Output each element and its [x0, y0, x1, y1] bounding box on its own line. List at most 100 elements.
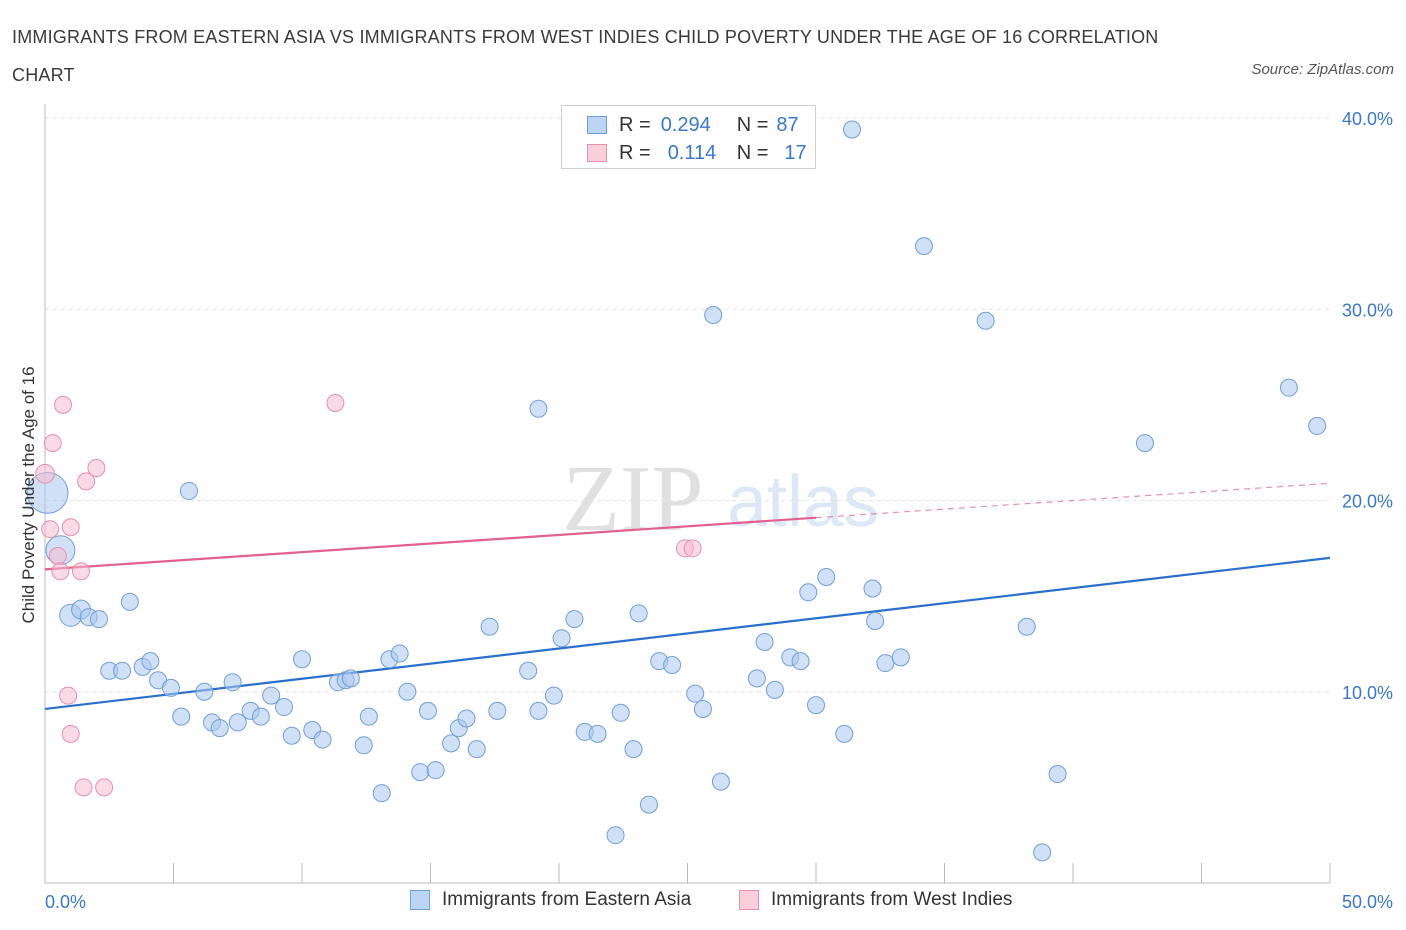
- eastern-asia-point: [488, 701, 507, 720]
- eastern-asia-swatch: [587, 116, 607, 134]
- west-indies-point: [71, 562, 90, 581]
- eastern-asia-trend-line: [44, 556, 1331, 711]
- eastern-asia-point: [747, 669, 766, 688]
- eastern-asia-point: [663, 655, 682, 674]
- eastern-asia-point: [223, 673, 242, 692]
- eastern-asia-point: [565, 610, 584, 629]
- west-indies-point: [48, 546, 67, 565]
- eastern-asia-point: [141, 652, 160, 671]
- x-tick-label: 50.0%: [1342, 892, 1393, 912]
- eastern-asia-point: [282, 726, 301, 745]
- west-indies-point: [87, 458, 106, 477]
- eastern-asia-point: [876, 654, 895, 673]
- watermark-atlas: atlas: [727, 462, 879, 542]
- eastern-asia-point: [390, 644, 409, 663]
- eastern-asia-point: [195, 682, 214, 701]
- grid-lines: [45, 117, 1330, 693]
- y-tick-label: 10.0%: [1342, 683, 1393, 703]
- y-axis-label: Child Poverty Under the Age of 16: [19, 366, 38, 623]
- west-indies-point: [41, 520, 60, 539]
- eastern-asia-point: [161, 678, 180, 697]
- west-indies-point: [61, 724, 80, 743]
- watermark: ZIP atlas: [563, 447, 880, 551]
- eastern-asia-point: [765, 680, 784, 699]
- trend-lines: [44, 482, 1331, 711]
- west-indies-point: [95, 778, 114, 797]
- r-value: 0.114: [667, 141, 717, 164]
- eastern-asia-point: [863, 579, 882, 598]
- west-indies-legend-swatch: [739, 890, 759, 910]
- y-tick-label: 20.0%: [1342, 492, 1393, 512]
- eastern-asia-point: [891, 648, 910, 667]
- eastern-asia-point: [629, 604, 648, 623]
- eastern-asia-point: [976, 311, 995, 330]
- eastern-asia-point: [313, 730, 332, 749]
- eastern-asia-point: [372, 784, 391, 803]
- eastern-asia-point: [467, 740, 486, 759]
- west-indies-point: [53, 395, 72, 414]
- eastern-asia-point: [606, 826, 625, 845]
- r-label: R =: [619, 141, 651, 164]
- eastern-asia-point: [89, 610, 108, 629]
- eastern-asia-point: [529, 701, 548, 720]
- eastern-asia-point: [275, 698, 294, 717]
- west-indies-point: [77, 472, 96, 491]
- west-indies-trend-extension: [815, 482, 1331, 519]
- eastern-asia-point: [799, 583, 818, 602]
- eastern-asia-point: [354, 736, 373, 755]
- eastern-asia-point: [914, 237, 933, 256]
- eastern-asia-point: [704, 305, 723, 324]
- west-indies-point: [683, 539, 702, 558]
- n-value: 17: [784, 141, 807, 164]
- legend-item-eastern-asia: Immigrants from Eastern Asia: [410, 889, 691, 911]
- legend-label: Immigrants from Eastern Asia: [442, 889, 692, 910]
- eastern-asia-point: [418, 701, 437, 720]
- eastern-asia-point: [755, 633, 774, 652]
- eastern-asia-point: [791, 652, 810, 671]
- eastern-asia-point: [711, 772, 730, 791]
- legend-item-west-indies: Immigrants from West Indies: [739, 889, 1012, 911]
- west-indies-trend-line: [44, 516, 817, 571]
- eastern-asia-point: [544, 686, 563, 705]
- eastern-asia-point: [807, 696, 825, 715]
- eastern-asia-point: [611, 703, 630, 722]
- eastern-asia-point: [426, 761, 445, 780]
- eastern-asia-point: [1048, 764, 1067, 783]
- eastern-asia-point: [866, 611, 885, 630]
- x-tick-label: 0.0%: [45, 892, 86, 912]
- west-indies-point: [43, 434, 62, 453]
- eastern-asia-point: [842, 120, 861, 139]
- eastern-asia-point: [113, 661, 132, 680]
- eastern-asia-point: [519, 661, 538, 680]
- eastern-asia-point: [293, 650, 311, 669]
- eastern-asia-point: [228, 713, 247, 732]
- eastern-asia-point: [398, 682, 417, 701]
- eastern-asia-point: [457, 709, 476, 728]
- y-tick-label: 30.0%: [1342, 300, 1393, 320]
- eastern-asia-point: [588, 724, 607, 743]
- eastern-asia-point: [639, 795, 658, 814]
- eastern-asia-point: [693, 699, 712, 718]
- series-legend: Immigrants from Eastern Asia Immigrants …: [0, 889, 1406, 915]
- watermark-zip: ZIP: [563, 447, 704, 551]
- eastern-asia-point: [172, 707, 191, 726]
- eastern-asia-point: [817, 568, 836, 586]
- west-indies-point: [74, 778, 93, 797]
- eastern-asia-legend-swatch: [410, 890, 430, 910]
- eastern-asia-point: [262, 686, 281, 705]
- eastern-asia-point: [1279, 378, 1298, 397]
- eastern-asia-point: [179, 481, 198, 500]
- eastern-asia-point: [1017, 617, 1036, 636]
- stats-legend: R = 0.294 N = 87 R = 0.114 N = 17: [561, 105, 816, 169]
- west-indies-point: [59, 686, 78, 705]
- eastern-asia-point: [442, 734, 461, 753]
- stats-legend-row-eastern-asia: R = 0.294 N = 87: [587, 113, 799, 137]
- eastern-asia-point: [552, 629, 571, 648]
- eastern-asia-point: [686, 684, 705, 703]
- west-indies-point: [35, 463, 55, 484]
- n-label: N =: [736, 113, 769, 136]
- data-points: [26, 120, 1327, 862]
- r-label: R =: [619, 113, 651, 136]
- eastern-asia-point: [1135, 434, 1154, 453]
- eastern-asia-point: [411, 763, 430, 782]
